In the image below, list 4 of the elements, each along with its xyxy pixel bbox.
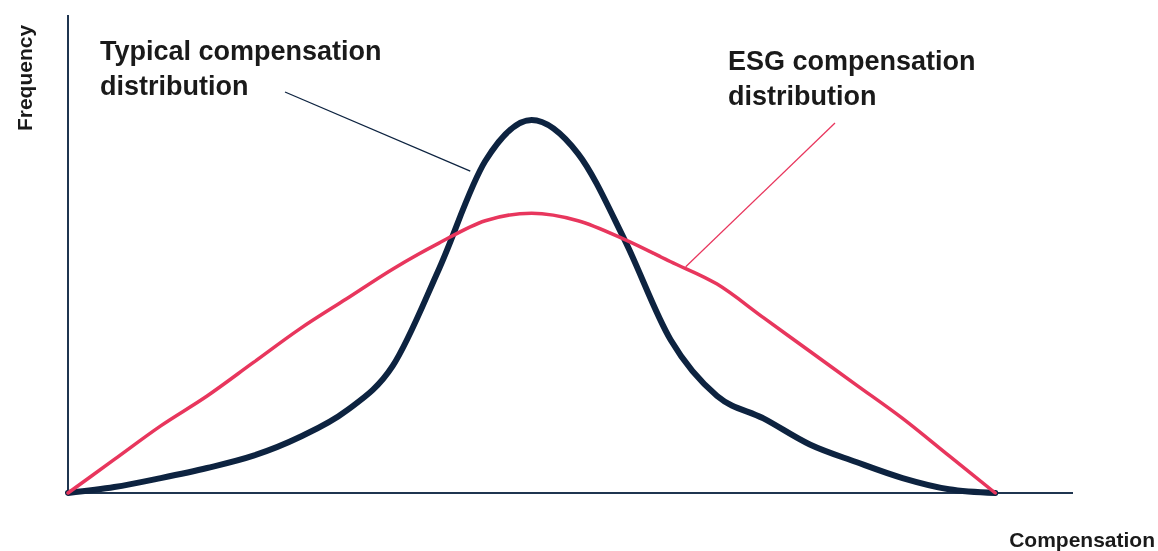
text: Typical compensation distribution	[100, 36, 382, 101]
y-axis-title: Frequency	[13, 24, 36, 132]
x-axis-title: Compensation	[1009, 528, 1155, 551]
text: ESG compensation distribution	[728, 46, 976, 111]
